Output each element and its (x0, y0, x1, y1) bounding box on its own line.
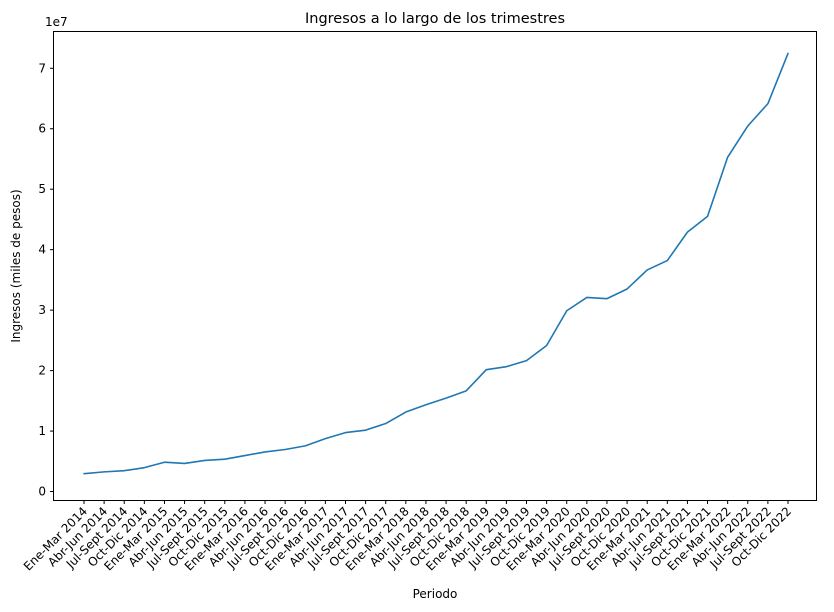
x-axis-label: Periodo (413, 587, 458, 601)
data-point (566, 310, 568, 312)
y-tick-label: 0 (38, 485, 46, 499)
data-point (767, 103, 769, 105)
data-point (204, 460, 206, 462)
data-point (184, 463, 186, 465)
data-point (325, 438, 327, 440)
y-offset-label: 1e7 (45, 15, 68, 29)
data-point (546, 345, 548, 347)
data-point (445, 397, 447, 399)
data-point (465, 390, 467, 392)
y-tick-label: 7 (38, 61, 46, 75)
y-tick-label: 4 (38, 243, 46, 257)
y-axis: 0 1 2 3 4 5 6 7 (38, 61, 54, 499)
data-point (304, 445, 306, 447)
data-point (244, 455, 246, 457)
data-point (687, 231, 689, 233)
data-point (405, 411, 407, 413)
data-point (506, 366, 508, 368)
data-point (707, 216, 709, 218)
data-point (385, 423, 387, 425)
y-axis-label: Ingresos (miles de pesos) (9, 189, 23, 342)
data-point (626, 288, 628, 290)
data-point (747, 125, 749, 127)
chart-title: Ingresos a lo largo de los trimestres (305, 11, 565, 27)
data-point (345, 432, 347, 434)
data-point (425, 404, 427, 406)
y-tick-label: 3 (38, 303, 46, 317)
y-tick-label: 1 (38, 424, 46, 438)
data-point (103, 471, 105, 473)
data-point (83, 473, 85, 475)
data-point (164, 461, 166, 463)
series-line (83, 52, 789, 475)
y-tick-label: 6 (38, 122, 46, 136)
data-point (123, 470, 125, 472)
series-layer (83, 52, 789, 475)
data-point (586, 297, 588, 299)
data-point (224, 458, 226, 460)
y-tick-label: 5 (38, 182, 46, 196)
data-point (646, 269, 648, 271)
data-point (485, 369, 487, 371)
data-point (727, 156, 729, 158)
data-point (787, 53, 789, 55)
data-point (365, 429, 367, 431)
data-point (606, 298, 608, 300)
data-point (667, 260, 669, 262)
data-point (284, 449, 286, 451)
data-point (526, 360, 528, 362)
data-point (144, 467, 146, 469)
data-point (264, 451, 266, 453)
plot-frame (53, 31, 817, 501)
y-tick-label: 2 (38, 364, 46, 378)
